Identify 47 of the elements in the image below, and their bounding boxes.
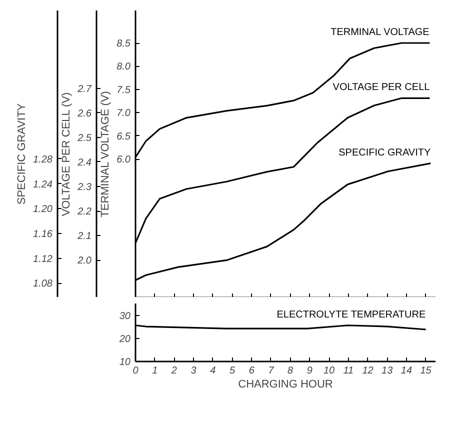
y3-tick-label: 1.24: [33, 179, 53, 190]
x-tick-label: 7: [268, 366, 274, 376]
x-tick-label: 2: [170, 366, 178, 376]
x-tick-label: 6: [248, 366, 255, 376]
x-tick-label: 8: [288, 366, 294, 376]
x-tick-label: 14: [400, 366, 412, 376]
series-label: ELECTROLYTE TEMPERATURE: [276, 309, 426, 320]
y3-axis-title: SPECIFIC GRAVITY: [16, 102, 28, 205]
x-tick-label: 5: [229, 366, 236, 376]
y3-tick-label: 1.20: [33, 204, 53, 216]
y-tick-label: 20: [118, 334, 131, 345]
y-tick-label: 6.5: [116, 131, 131, 142]
x-tick-label: 9: [306, 366, 313, 376]
y3-tick-label: 1.28: [33, 154, 53, 166]
y-tick-label: 6.0: [116, 154, 131, 166]
series-label: SPECIFIC GRAVITY: [338, 147, 431, 158]
x-tick-label: 10: [323, 366, 336, 376]
y2-tick-label: 2.4: [76, 157, 92, 168]
y3-tick-label: 1.08: [33, 278, 53, 290]
series-label: TERMINAL VOLTAGE: [330, 27, 430, 38]
y2-tick-label: 2.6: [76, 108, 92, 120]
series-label: VOLTAGE PER CELL: [332, 82, 430, 94]
x-tick-label: 13: [382, 366, 394, 376]
y2-tick-label: 2.7: [76, 84, 92, 95]
y2-axis-title: VOLTAGE PER CELL (V): [60, 92, 73, 216]
y-tick-label: 8.0: [116, 62, 131, 73]
y3-tick-label: 1.12: [33, 254, 53, 265]
x-tick-label: 3: [190, 366, 197, 376]
y2-tick-label: 2.0: [76, 256, 92, 267]
y-tick-label: 8.5: [116, 38, 131, 50]
y3-tick-label: 1.16: [33, 229, 53, 240]
y-tick-label: 7.0: [116, 108, 131, 120]
x-tick-label: 11: [343, 366, 354, 376]
y2-tick-label: 2.3: [76, 182, 92, 194]
y-tick-label: 10: [119, 357, 131, 368]
x-tick-label: 0: [132, 366, 139, 376]
y2-tick-label: 2.5: [76, 132, 92, 144]
x-tick-label: 12: [362, 366, 374, 376]
y-tick-label: 30: [119, 310, 131, 322]
x-tick-label: 1: [152, 366, 158, 376]
y2-tick-label: 2.1: [76, 231, 92, 242]
y2-tick-label: 2.2: [76, 206, 92, 218]
y-axis-title: TERMINAL VOLTAGE (V): [100, 91, 112, 218]
y-tick-label: 7.5: [116, 84, 131, 96]
x-axis-title: CHARGING HOUR: [238, 378, 333, 390]
x-tick-label: 4: [210, 366, 216, 376]
x-tick-label: 15: [420, 366, 432, 376]
